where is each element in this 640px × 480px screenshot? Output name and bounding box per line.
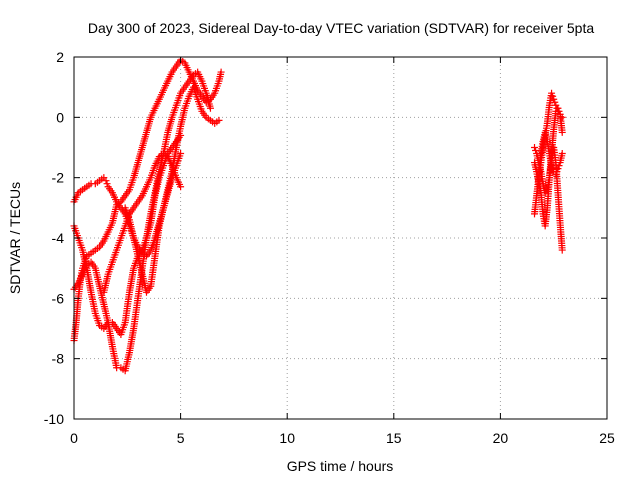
data-point [548, 162, 556, 170]
x-tick-label: 15 [386, 430, 402, 446]
x-tick-label: 5 [177, 430, 185, 446]
data-series [70, 131, 185, 339]
y-tick-label: -2 [52, 170, 65, 186]
data-point [217, 68, 225, 76]
data-point [553, 168, 561, 176]
data-point [554, 104, 562, 112]
y-tick-label: -10 [44, 411, 64, 427]
data-point [531, 144, 539, 151]
data-point [558, 150, 566, 158]
data-points [70, 56, 566, 375]
data-point [558, 128, 566, 136]
y-tick-label: -8 [52, 351, 65, 367]
data-series [121, 150, 185, 296]
data-point [532, 147, 540, 155]
data-point [102, 177, 110, 185]
data-point [554, 165, 562, 173]
data-series [535, 128, 566, 179]
y-axis-label: SDTVAR / TECUs [7, 182, 23, 294]
data-point [206, 104, 214, 112]
y-tick-label: -4 [52, 230, 65, 246]
axis-ticks: 0 5 10 15 20 25 -10 -8 -6 -4 -2 0 2 [44, 49, 615, 446]
data-point [177, 183, 185, 191]
x-tick-label: 20 [493, 430, 509, 446]
data-point [550, 95, 558, 103]
data-point [558, 246, 566, 254]
y-tick-label: -6 [52, 290, 65, 306]
grid-lines [74, 57, 607, 419]
data-series [531, 104, 566, 230]
x-tick-label: 10 [279, 430, 295, 446]
chart-title: Day 300 of 2023, Sidereal Day-to-day VTE… [88, 20, 595, 36]
x-axis-label: GPS time / hours [287, 458, 394, 474]
y-tick-label: 2 [56, 49, 64, 65]
x-tick-label: 0 [70, 430, 78, 446]
data-point [103, 180, 111, 188]
data-point [177, 150, 185, 158]
data-point [555, 162, 563, 170]
data-point [552, 171, 560, 179]
data-point [549, 92, 557, 100]
data-point [548, 89, 556, 97]
y-tick-label: 0 [56, 109, 64, 125]
data-point [555, 107, 563, 115]
x-tick-label: 25 [599, 430, 615, 446]
data-point [177, 131, 185, 139]
data-point [551, 98, 559, 106]
data-series [70, 68, 214, 375]
data-point [215, 116, 223, 124]
